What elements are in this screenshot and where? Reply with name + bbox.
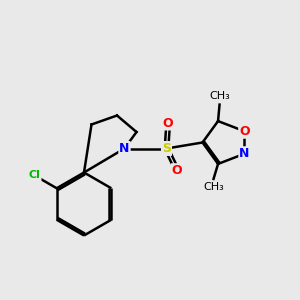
Text: Cl: Cl bbox=[29, 170, 40, 181]
Text: O: O bbox=[239, 125, 250, 138]
Text: CH₃: CH₃ bbox=[203, 182, 224, 193]
Text: N: N bbox=[239, 147, 250, 160]
Text: O: O bbox=[172, 164, 182, 177]
Text: O: O bbox=[163, 116, 173, 130]
Text: CH₃: CH₃ bbox=[209, 91, 230, 101]
Text: S: S bbox=[162, 142, 171, 155]
Text: N: N bbox=[119, 142, 130, 155]
